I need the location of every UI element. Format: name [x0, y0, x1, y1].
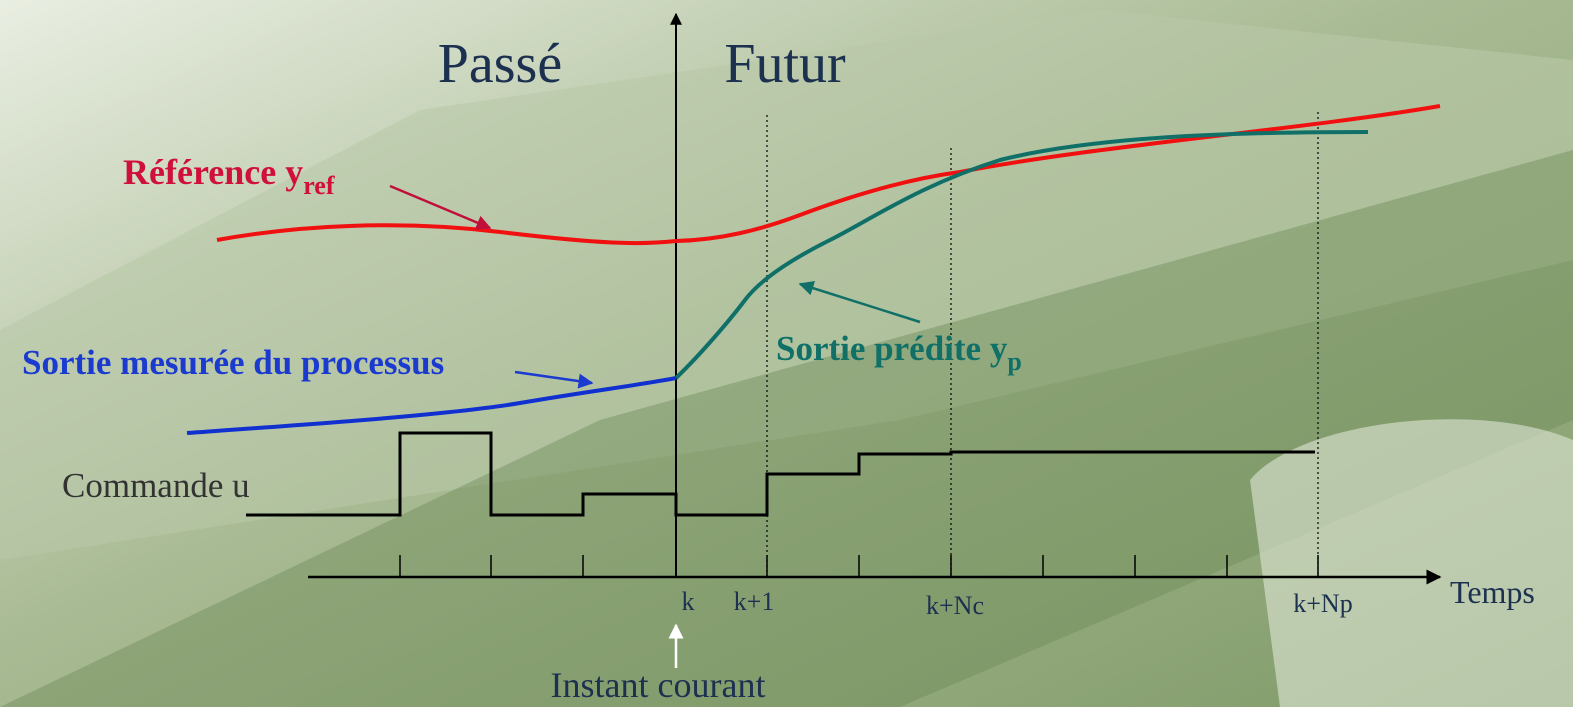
predicted-subscript: p [1007, 347, 1021, 376]
current-label: Instant courant [551, 665, 766, 705]
background-shape [0, 10, 1573, 560]
measured-label: Sortie mesurée du processus [22, 343, 444, 382]
reference-curve [216, 104, 1441, 246]
past-label: Passé [438, 33, 562, 95]
axis-label: Temps [1450, 574, 1535, 610]
reference-text: Référence y [123, 152, 303, 192]
measured-curve [186, 376, 677, 435]
tick-label: k+Np [1293, 589, 1352, 618]
background-shape [0, 150, 1573, 707]
background-shape [1250, 419, 1573, 707]
pointer-arrow [389, 184, 492, 230]
predicted-label: Sortie prédite yp [776, 329, 1022, 376]
command-steps [246, 431, 1315, 517]
reference-subscript: ref [303, 171, 335, 200]
predicted-text: Sortie prédite y [776, 329, 1008, 368]
future-label: Futur [724, 33, 846, 95]
pointer-arrow [798, 280, 921, 324]
predicted-curve [674, 130, 1369, 380]
pointer-arrow [514, 370, 594, 389]
tick-label: k+Nc [926, 591, 984, 620]
tick-label: k+1 [734, 587, 775, 616]
reference-label: Référence yref [123, 152, 335, 200]
command-label: Commande u [62, 466, 250, 505]
tick-label: k [682, 587, 695, 616]
